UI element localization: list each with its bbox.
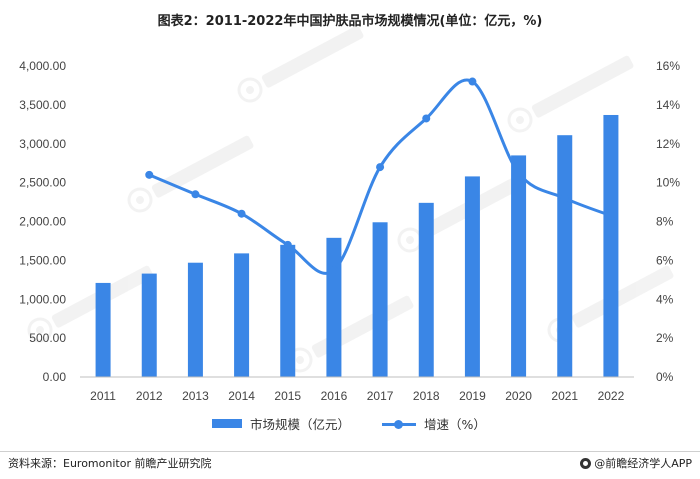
y-left-tick-label: 1,500.00 <box>19 253 66 267</box>
line-series <box>145 77 615 275</box>
bar-2011 <box>95 282 111 377</box>
y-left-tick-label: 1,000.00 <box>19 292 66 306</box>
legend-line-swatch <box>382 418 416 430</box>
y-left-tick-label: 2,500.00 <box>19 176 66 190</box>
x-tick-label: 2011 <box>90 389 116 403</box>
bar-2019 <box>464 176 480 377</box>
legend-bar-label: 市场规模（亿元） <box>250 417 351 432</box>
x-tick-label: 2016 <box>321 389 348 403</box>
footer-brand-label: @前瞻经济学人APP <box>594 457 692 470</box>
y-left-tick-label: 500.00 <box>29 331 66 345</box>
growth-point-2022 <box>606 211 615 220</box>
x-tick-label: 2018 <box>413 389 440 403</box>
y-axis-right: 0% 2% 4% 6% 8% 10% 12% 14% 16% <box>656 59 680 384</box>
chart-title: 图表2：2011-2022年中国护肤品市场规模情况(单位：亿元，%) <box>157 14 543 29</box>
growth-point-2015 <box>283 240 292 249</box>
growth-point-2016 <box>329 266 338 275</box>
legend-line-label: 增速（%） <box>424 417 486 432</box>
bar-2013 <box>187 262 203 377</box>
legend-bar-swatch <box>212 419 242 428</box>
y-right-tick-label: 6% <box>656 253 674 267</box>
y-right-tick-label: 0% <box>656 370 674 384</box>
watermark-icon <box>237 25 364 103</box>
y-axis-left: 0.00 500.00 1,000.00 1,500.00 2,000.00 2,500.… <box>19 59 66 384</box>
y-right-tick-label: 16% <box>656 59 680 73</box>
watermark-icon <box>397 175 524 253</box>
footer-source: 资料来源：Euromonitor 前瞻产业研究院 <box>8 457 212 470</box>
bar-2014 <box>234 253 250 377</box>
legend-item-bar: 市场规模（亿元） <box>212 414 350 433</box>
bar-2018 <box>418 202 434 377</box>
bar-2012 <box>141 273 157 377</box>
bar-2015 <box>280 244 296 377</box>
watermark-icon <box>507 55 634 133</box>
y-right-tick-label: 4% <box>656 292 674 306</box>
x-tick-label: 2021 <box>551 389 578 403</box>
growth-point-2021 <box>560 194 569 203</box>
bar-2021 <box>557 135 573 377</box>
y-left-tick-label: 3,500.00 <box>19 98 66 112</box>
y-right-tick-label: 12% <box>656 137 680 151</box>
growth-point-2014 <box>237 209 246 218</box>
growth-point-2018 <box>422 114 431 123</box>
bar-series <box>95 114 619 378</box>
x-tick-label: 2012 <box>136 389 163 403</box>
watermark-layer <box>27 25 674 373</box>
x-tick-label: 2019 <box>459 389 486 403</box>
y-left-tick-label: 4,000.00 <box>19 59 66 73</box>
y-left-tick-label: 3,000.00 <box>19 137 66 151</box>
bar-2020 <box>511 155 527 377</box>
footer-brand: @前瞻经济学人APP <box>580 455 692 471</box>
x-axis: 2011 2012 2013 2014 2015 2016 2017 2018 2019 2020… <box>90 389 624 403</box>
legend: 市场规模（亿元） 增速（%） <box>0 414 700 434</box>
bar-2017 <box>372 222 388 377</box>
y-right-tick-label: 2% <box>656 331 674 345</box>
x-tick-label: 2013 <box>182 389 209 403</box>
watermark-icon <box>127 135 254 213</box>
y-right-tick-label: 14% <box>656 98 680 112</box>
y-right-tick-label: 10% <box>656 176 680 190</box>
y-left-tick-label: 0.00 <box>43 370 67 384</box>
watermark-icon <box>287 295 414 373</box>
growth-point-2020 <box>514 168 523 177</box>
x-tick-label: 2017 <box>367 389 394 403</box>
x-tick-label: 2022 <box>598 389 625 403</box>
footer-divider <box>0 451 700 452</box>
y-right-tick-label: 8% <box>656 215 674 229</box>
x-tick-label: 2020 <box>505 389 532 403</box>
growth-point-2013 <box>191 190 200 199</box>
growth-point-2012 <box>145 170 154 179</box>
x-tick-label: 2014 <box>228 389 255 403</box>
brand-logo-icon <box>580 457 592 469</box>
legend-item-line: 增速（%） <box>382 414 486 433</box>
growth-point-2017 <box>376 163 385 172</box>
y-left-tick-label: 2,000.00 <box>19 215 66 229</box>
growth-point-2019 <box>468 77 477 86</box>
bar-2016 <box>326 237 342 377</box>
x-tick-label: 2015 <box>274 389 301 403</box>
bar-2022 <box>603 114 619 378</box>
